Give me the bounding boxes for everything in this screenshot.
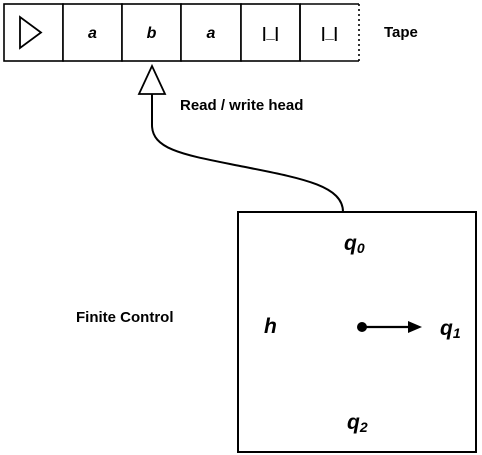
- head-arrow-triangle-icon: [137, 63, 167, 95]
- state-q0: q0: [344, 232, 365, 256]
- finite-control-label: Finite Control: [76, 309, 174, 326]
- tape-cell-4: [240, 3, 301, 62]
- state-q2-subscript: 2: [359, 419, 368, 435]
- tape-symbol-3: a: [207, 25, 216, 42]
- tape: [3, 3, 360, 62]
- left-end-marker-triangle-icon: [19, 15, 43, 50]
- tape-cell-2: [121, 3, 182, 62]
- head-label: Read / write head: [180, 97, 303, 114]
- tape-cell-5: [299, 3, 359, 62]
- tape-symbol-5: |_|: [321, 25, 338, 42]
- finite-control-box: [237, 211, 477, 453]
- state-q1-subscript: 1: [453, 325, 461, 341]
- state-h: h: [264, 315, 277, 338]
- tape-symbol-2: b: [147, 25, 157, 42]
- state-q1: q1: [440, 317, 461, 341]
- state-q1-base: q: [440, 317, 453, 340]
- tape-symbol-1: a: [88, 25, 97, 42]
- state-q2-base: q: [347, 411, 360, 434]
- tape-symbol-4: |_|: [262, 25, 279, 42]
- state-pointer-arrow-icon: [362, 321, 422, 333]
- head-connector-curve: [151, 94, 344, 213]
- state-q0-subscript: 0: [357, 240, 365, 256]
- state-q2: q2: [347, 411, 368, 435]
- state-q0-base: q: [344, 232, 357, 255]
- tape-cell-1: [62, 3, 123, 62]
- tape-label: Tape: [384, 24, 418, 41]
